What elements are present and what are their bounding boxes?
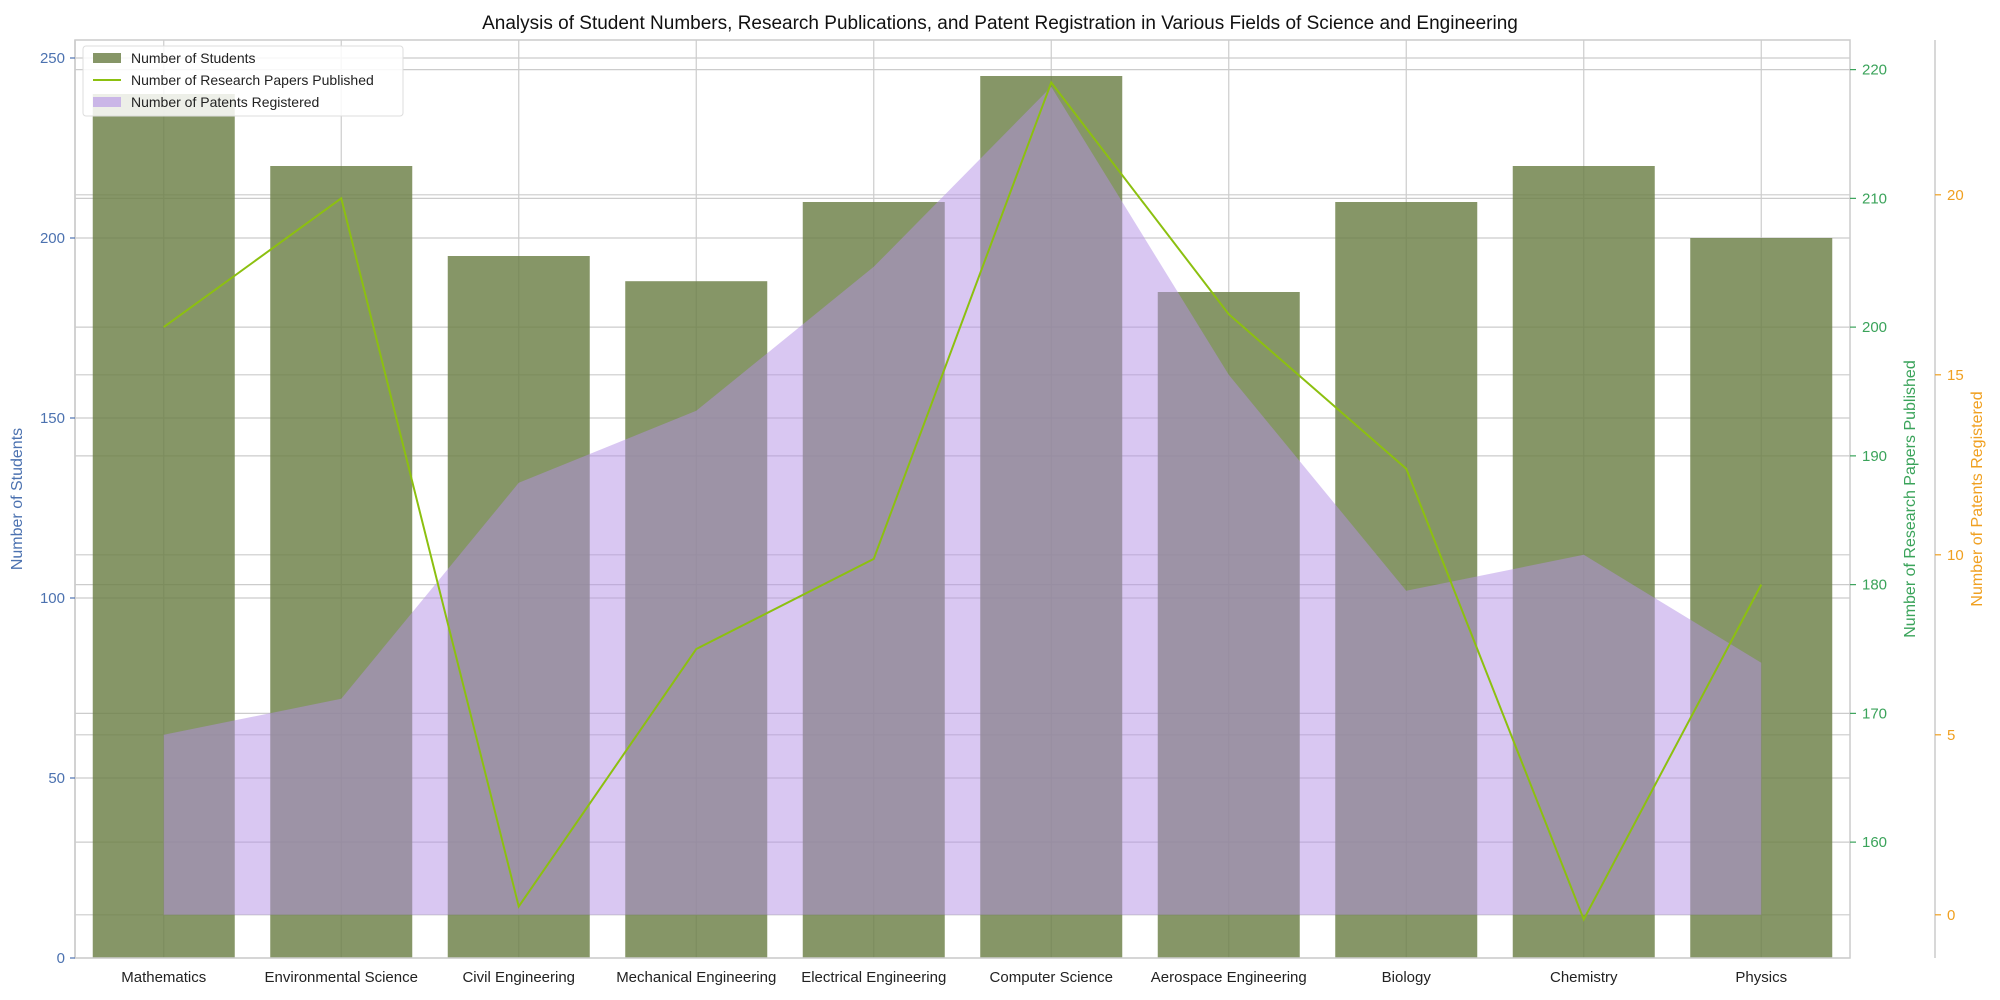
legend: Number of Students Number of Research Pap… <box>82 45 404 117</box>
right-axis-papers-tick-label: 200 <box>1862 319 1887 336</box>
chart-title: Analysis of Student Numbers, Research Pu… <box>482 13 1518 34</box>
right-axis-patents-tick-label: 5 <box>1947 727 1955 744</box>
left-axis-tick-label: 0 <box>57 950 65 967</box>
right-axis-papers-label: Number of Research Papers Published <box>1902 360 1919 637</box>
x-tick-label: Environmental Science <box>265 969 418 986</box>
x-tick-label: Mathematics <box>121 969 206 986</box>
patents-area <box>163 86 1762 915</box>
left-axis-tick-label: 100 <box>40 590 65 607</box>
right-axis-papers-tick-label: 220 <box>1862 62 1887 79</box>
x-tick-label: Biology <box>1382 969 1432 986</box>
legend-label-students: Number of Students <box>131 50 256 66</box>
x-tick-label: Aerospace Engineering <box>1151 969 1307 986</box>
papers-line <box>163 80 1763 922</box>
right-axis-patents-label: Number of Patents Registered <box>1969 391 1986 606</box>
legend-label-papers: Number of Research Papers Published <box>131 72 374 88</box>
legend-swatch-students <box>93 53 121 63</box>
x-tick-label: Electrical Engineering <box>801 969 946 986</box>
right-axis-papers-tick-label: 210 <box>1862 190 1887 207</box>
left-axis-label: Number of Students <box>9 428 26 570</box>
left-axis-tick-label: 250 <box>40 50 65 67</box>
right-axis-patents-tick-label: 20 <box>1947 187 1964 204</box>
right-axis-papers-tick-label: 190 <box>1862 448 1887 465</box>
papers-line-path <box>163 80 1763 922</box>
x-tick-label: Computer Science <box>990 969 1113 986</box>
right-axis-papers-tick-label: 170 <box>1862 705 1887 722</box>
right-axis-patents-tick-label: 0 <box>1947 907 1955 924</box>
x-tick-label: Mechanical Engineering <box>616 969 776 986</box>
x-tick-label: Chemistry <box>1550 969 1618 986</box>
legend-label-patents: Number of Patents Registered <box>131 94 319 110</box>
right-axis-patents-tick-label: 15 <box>1947 367 1964 384</box>
x-tick-label: Physics <box>1735 969 1787 986</box>
right-axis-papers-tick-label: 160 <box>1862 834 1887 851</box>
patents-area-fill <box>163 86 1762 915</box>
right-axis-papers-tick-label: 180 <box>1862 577 1887 594</box>
x-tick-label: Civil Engineering <box>462 969 575 986</box>
left-axis-tick-label: 50 <box>48 770 65 787</box>
right-axis-patents-tick-label: 10 <box>1947 547 1964 564</box>
left-axis-tick-label: 200 <box>40 230 65 247</box>
legend-box <box>82 45 404 117</box>
legend-swatch-patents <box>93 97 121 107</box>
left-axis-tick-label: 150 <box>40 410 65 427</box>
